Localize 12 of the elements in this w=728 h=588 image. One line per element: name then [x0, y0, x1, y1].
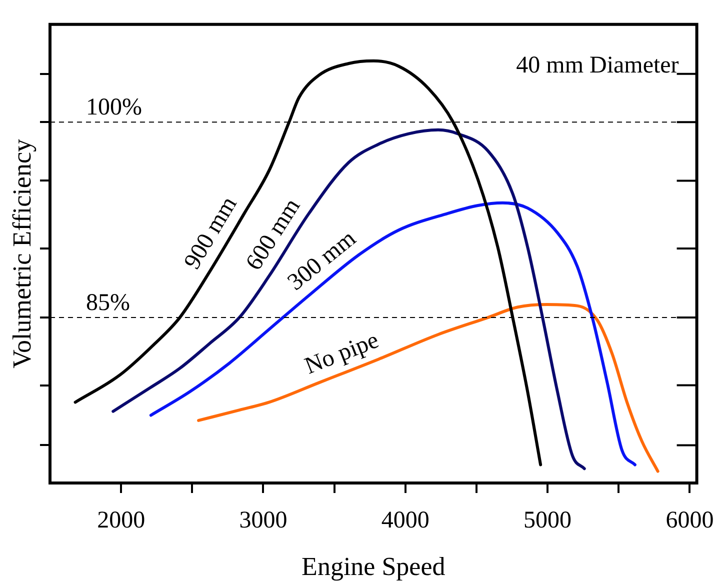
x-tick-label: 5000 [524, 508, 572, 534]
ref-line-label: 100% [86, 94, 142, 120]
ref-line-label: 85% [86, 290, 130, 316]
x-axis-title: Engine Speed [302, 552, 446, 582]
x-tick-label: 2000 [97, 508, 146, 534]
x-tick-label: 3000 [239, 508, 288, 534]
annotation: 40 mm Diameter [516, 52, 679, 79]
text: No pipe [301, 327, 382, 380]
x-tick-label: 4000 [381, 508, 430, 534]
text: 900 mm [179, 192, 242, 274]
x-tick-label: 6000 [666, 508, 714, 534]
y-axis-title: Volumetric Efficiency [7, 139, 36, 368]
